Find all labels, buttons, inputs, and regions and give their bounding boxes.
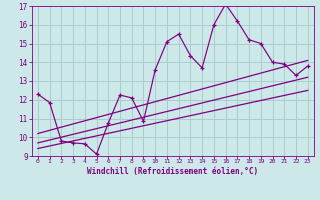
X-axis label: Windchill (Refroidissement éolien,°C): Windchill (Refroidissement éolien,°C) — [87, 167, 258, 176]
